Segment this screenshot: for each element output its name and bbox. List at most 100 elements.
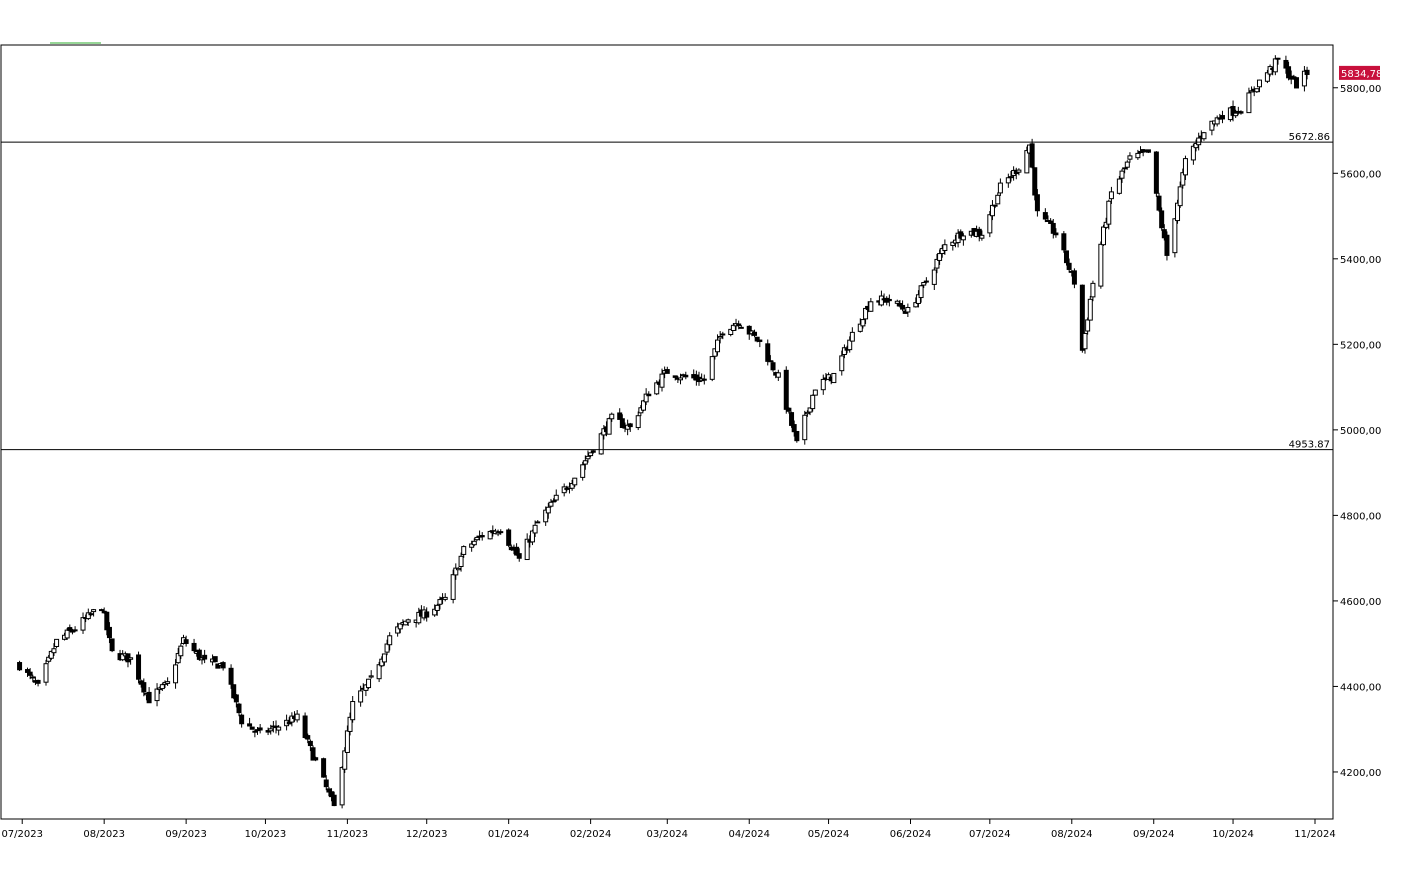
candle-body [804, 411, 810, 415]
candle-body [1127, 155, 1133, 160]
candle-body [1161, 229, 1167, 239]
candle-body [51, 648, 57, 654]
x-tick-label: 10/2024 [1212, 829, 1254, 840]
candle-body [405, 619, 411, 623]
candle-body [239, 714, 245, 725]
candle-body [736, 323, 742, 326]
candle-body [532, 524, 538, 534]
candle-body [900, 304, 906, 310]
candle-body [342, 750, 348, 770]
candle-body [847, 339, 853, 351]
candle-body [1101, 226, 1107, 246]
candle-body [276, 726, 282, 731]
candle-body [1172, 218, 1178, 254]
candle-body [627, 423, 633, 428]
candle-body [752, 331, 758, 336]
candle-body [344, 730, 350, 753]
candle-body [1087, 298, 1093, 321]
candle-body [434, 604, 440, 611]
candle-body [196, 649, 202, 660]
candle-body [757, 339, 763, 342]
candle-body [1209, 120, 1215, 131]
candle-body [1201, 132, 1207, 140]
candle-body [942, 244, 948, 251]
candle-body [857, 323, 863, 332]
candle-body [265, 730, 271, 733]
candle-body [1254, 88, 1260, 93]
candle-body [159, 684, 165, 690]
candle-body [1061, 233, 1067, 251]
candle-body [1063, 250, 1069, 264]
candle-body [794, 430, 800, 442]
candle-body [746, 325, 752, 335]
y-tick-label: 4800,00 [1340, 511, 1381, 522]
candle-body [487, 530, 493, 540]
candle-body [257, 727, 263, 731]
candle-body [109, 638, 115, 652]
candle-body [27, 671, 33, 676]
candle-body [305, 735, 311, 740]
candle-body [709, 356, 715, 380]
candle-body [437, 599, 443, 605]
candle-body [474, 536, 480, 541]
candle-body [442, 596, 448, 600]
x-tick-label: 02/2024 [570, 829, 612, 840]
candle-body [1135, 152, 1141, 159]
candle-body [913, 302, 919, 308]
candle-body [672, 375, 678, 378]
candle-body [915, 294, 921, 304]
candle-body [236, 703, 242, 714]
candle-body [1085, 319, 1091, 332]
candle-body [572, 477, 578, 486]
candle-body [802, 414, 808, 441]
x-tick-label: 07/2023 [1, 829, 43, 840]
candle-body [347, 716, 353, 732]
candle-body [738, 326, 744, 329]
candle-body [91, 609, 97, 613]
candle-body [625, 424, 631, 430]
candle-body [350, 701, 356, 721]
candle-body [128, 657, 134, 660]
candle-body [934, 258, 940, 269]
candle-body [640, 400, 646, 411]
candle-body [395, 626, 401, 634]
candle-body [905, 306, 911, 313]
candle-body [453, 567, 459, 576]
y-tick-label: 4400,00 [1340, 682, 1381, 693]
candle-body [783, 369, 789, 410]
candle-body [958, 231, 964, 239]
candle-body [85, 612, 91, 620]
candle-body [1264, 72, 1270, 82]
candle-body [841, 347, 847, 355]
candle-body [1193, 142, 1199, 149]
candle-body [1301, 70, 1307, 87]
candle-body [1008, 176, 1014, 179]
candle-body [48, 650, 54, 659]
candle-body [979, 234, 985, 239]
candle-body [712, 348, 718, 357]
candle-body [154, 688, 160, 702]
candle-body [461, 546, 467, 555]
candle-body [1249, 90, 1255, 93]
candle-body [1005, 177, 1011, 184]
candle-body [582, 460, 588, 465]
last-price-group: 5834,78 [1339, 65, 1382, 80]
candle-body [506, 529, 512, 546]
candle-body [368, 675, 374, 678]
candle-body [1304, 69, 1310, 75]
candle-body [921, 282, 927, 286]
candle-body [313, 757, 319, 761]
candle-body [894, 300, 900, 304]
candle-body [46, 656, 52, 662]
candle-body [1032, 167, 1038, 196]
candle-body [323, 779, 329, 788]
candle-body [1071, 270, 1077, 285]
candle-body [992, 204, 998, 207]
candle-body [379, 658, 385, 667]
candle-body [35, 679, 41, 684]
plot-frame [0, 44, 1334, 820]
candle-body [424, 611, 430, 618]
candle-body [99, 609, 105, 612]
